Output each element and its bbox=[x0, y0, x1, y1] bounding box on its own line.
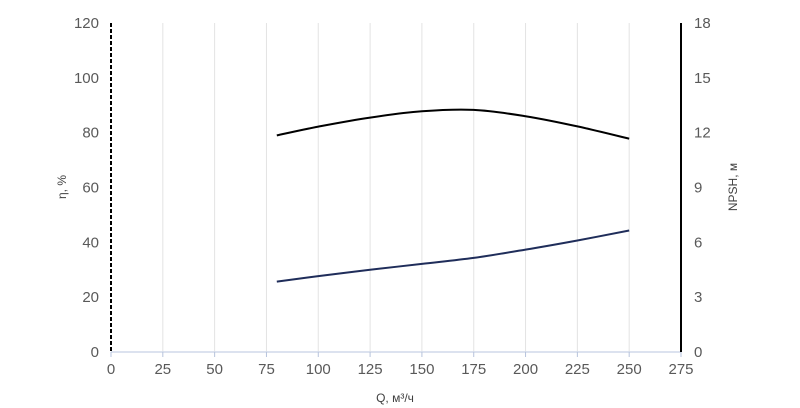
y-tick-label-left: 100 bbox=[74, 70, 99, 87]
y-tick-label-right: 9 bbox=[694, 180, 702, 197]
series-lines bbox=[276, 108, 630, 283]
y-tick-label-left: 80 bbox=[82, 125, 99, 142]
y-tick-label-right: 18 bbox=[694, 15, 711, 32]
x-tick-label: 25 bbox=[154, 361, 171, 378]
y-tick-label-right: 15 bbox=[694, 70, 711, 87]
x-axis-title: Q, м³/ч bbox=[376, 391, 414, 405]
x-tick-label: 150 bbox=[409, 361, 434, 378]
y-tick-label-right: 0 bbox=[694, 344, 702, 361]
y-tick-label-left: 120 bbox=[74, 15, 99, 32]
y-tick-label-left: 0 bbox=[91, 344, 99, 361]
grid-lines bbox=[162, 23, 630, 352]
npsh-curve bbox=[276, 229, 630, 283]
y-tick-label-right: 12 bbox=[694, 125, 711, 142]
x-tick-label: 175 bbox=[461, 361, 486, 378]
y-tick-label-right: 3 bbox=[694, 289, 702, 306]
x-tick-label: 75 bbox=[258, 361, 275, 378]
x-tick-label: 0 bbox=[107, 361, 115, 378]
y-tick-label-left: 20 bbox=[82, 289, 99, 306]
x-tick-label: 125 bbox=[358, 361, 383, 378]
y-axis-right-title: NPSH, м bbox=[726, 163, 740, 211]
x-tick-label: 50 bbox=[206, 361, 223, 378]
efficiency-curve bbox=[276, 108, 630, 140]
axes bbox=[110, 23, 682, 357]
y-tick-label-right: 6 bbox=[694, 234, 702, 251]
x-tick-label: 275 bbox=[668, 361, 693, 378]
x-tick-label: 225 bbox=[565, 361, 590, 378]
x-tick-label: 100 bbox=[306, 361, 331, 378]
y-tick-label-left: 40 bbox=[82, 234, 99, 251]
x-tick-label: 200 bbox=[513, 361, 538, 378]
y-axis-left-title: η, % bbox=[55, 175, 69, 199]
x-tick-label: 250 bbox=[617, 361, 642, 378]
y-tick-label-left: 60 bbox=[82, 180, 99, 197]
tick-labels: 0 25 50 75 100 125 150 175 200 225 250 275020406080… bbox=[74, 15, 711, 378]
